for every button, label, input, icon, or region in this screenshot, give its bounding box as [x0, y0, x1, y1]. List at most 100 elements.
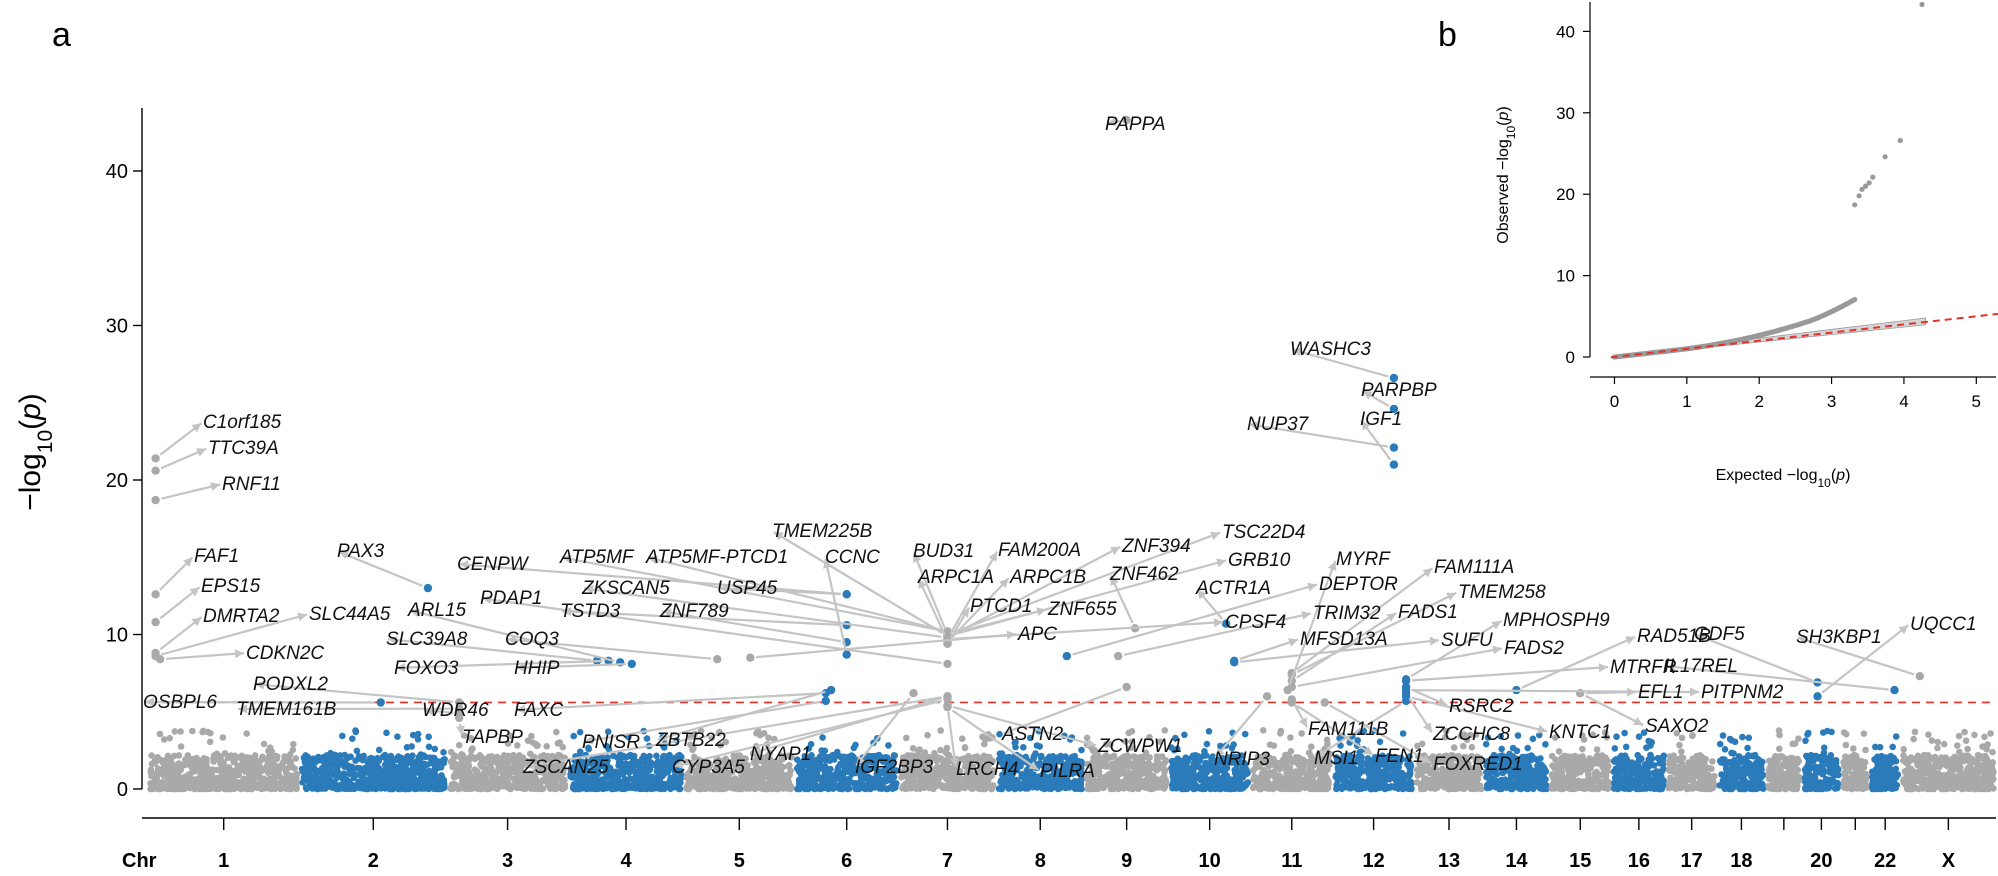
y-tick-label: 20 [106, 470, 128, 492]
manhattan-point [355, 753, 363, 760]
manhattan-point [197, 772, 204, 780]
manhattan-point [203, 757, 210, 765]
chromosome-label: 17 [1681, 850, 1703, 872]
manhattan-point [242, 768, 249, 775]
manhattan-point [288, 763, 296, 770]
manhattan-point [829, 785, 837, 792]
manhattan-point [685, 785, 693, 793]
manhattan-point [416, 780, 424, 787]
manhattan-point [148, 752, 155, 759]
chromosome-label: 11 [1281, 850, 1302, 872]
manhattan-point [630, 783, 638, 790]
manhattan-point [175, 777, 182, 785]
manhattan-point [318, 768, 325, 776]
manhattan-point [156, 730, 164, 738]
manhattan-point [1213, 769, 1221, 776]
chromosome-label: 7 [942, 850, 953, 872]
manhattan-point [1169, 784, 1176, 792]
manhattan-point [961, 744, 969, 751]
manhattan-point [486, 765, 494, 773]
manhattan-point [326, 763, 334, 770]
manhattan-point [1135, 768, 1142, 776]
manhattan-point [215, 785, 223, 793]
manhattan-point [352, 728, 360, 736]
manhattan-point [477, 753, 484, 760]
manhattan-point [822, 757, 830, 764]
x-axis-title: Chr [122, 850, 157, 872]
manhattan-point [260, 785, 268, 792]
manhattan-point [151, 775, 159, 783]
manhattan-point [281, 765, 289, 772]
manhattan-point [1305, 779, 1313, 786]
manhattan-point [899, 784, 906, 792]
manhattan-point [1324, 740, 1331, 748]
manhattan-point [342, 760, 349, 767]
manhattan-point [1019, 780, 1026, 788]
manhattan-point [500, 770, 507, 777]
manhattan-point [401, 766, 408, 774]
manhattan-point [1116, 781, 1123, 789]
manhattan-point [372, 785, 380, 793]
manhattan-point [1263, 775, 1270, 783]
manhattan-point [1025, 768, 1033, 776]
manhattan-point [1161, 727, 1169, 734]
manhattan-point [618, 764, 625, 772]
manhattan-point [243, 730, 250, 737]
manhattan-point [161, 784, 169, 792]
chromosome-label: 6 [841, 850, 852, 872]
manhattan-point [580, 784, 587, 792]
manhattan-point [653, 767, 661, 775]
manhattan-point [1148, 762, 1155, 770]
manhattan-point [325, 781, 332, 789]
manhattan-point [1306, 764, 1313, 772]
manhattan-point [654, 759, 662, 767]
chromosome-label: 15 [1569, 850, 1591, 872]
manhattan-point [331, 779, 338, 786]
manhattan-point [391, 768, 399, 776]
manhattan-point [819, 734, 826, 741]
manhattan-point [1212, 776, 1220, 784]
manhattan-point [189, 755, 197, 763]
chromosome-label: 12 [1362, 850, 1384, 872]
manhattan-point [778, 770, 786, 777]
manhattan-point [1038, 752, 1045, 760]
manhattan-point [375, 746, 383, 754]
manhattan-point [931, 750, 938, 757]
manhattan-point [1072, 785, 1079, 792]
manhattan-point [323, 767, 330, 775]
manhattan-point [570, 732, 577, 740]
manhattan-point [431, 745, 439, 753]
manhattan-point [1182, 754, 1189, 761]
manhattan-point [1162, 779, 1170, 786]
manhattan-point [417, 751, 425, 758]
manhattan-point [1293, 774, 1300, 781]
manhattan-point [1178, 771, 1186, 779]
manhattan-point [245, 754, 253, 761]
manhattan-point [199, 728, 206, 736]
manhattan-point [675, 785, 683, 792]
manhattan-point [943, 757, 950, 765]
manhattan-point [268, 785, 275, 793]
manhattan-point [1179, 761, 1187, 768]
manhattan-point [524, 737, 532, 744]
manhattan-point [228, 774, 236, 782]
manhattan-point [813, 769, 821, 776]
manhattan-point [646, 752, 653, 760]
manhattan-point [159, 778, 167, 786]
manhattan-point [456, 772, 463, 779]
manhattan-point [878, 785, 886, 792]
manhattan-point [1098, 761, 1105, 769]
manhattan-point [1285, 752, 1293, 760]
manhattan-point [605, 780, 613, 788]
manhattan-point [846, 753, 854, 760]
chromosome-label: 3 [502, 850, 513, 872]
manhattan-point [340, 770, 348, 777]
chromosome-label: 4 [620, 850, 632, 872]
manhattan-point [1066, 784, 1073, 791]
manhattan-point [480, 776, 487, 783]
manhattan-point [942, 773, 950, 781]
manhattan-point [677, 779, 684, 786]
manhattan-point [1242, 782, 1249, 789]
